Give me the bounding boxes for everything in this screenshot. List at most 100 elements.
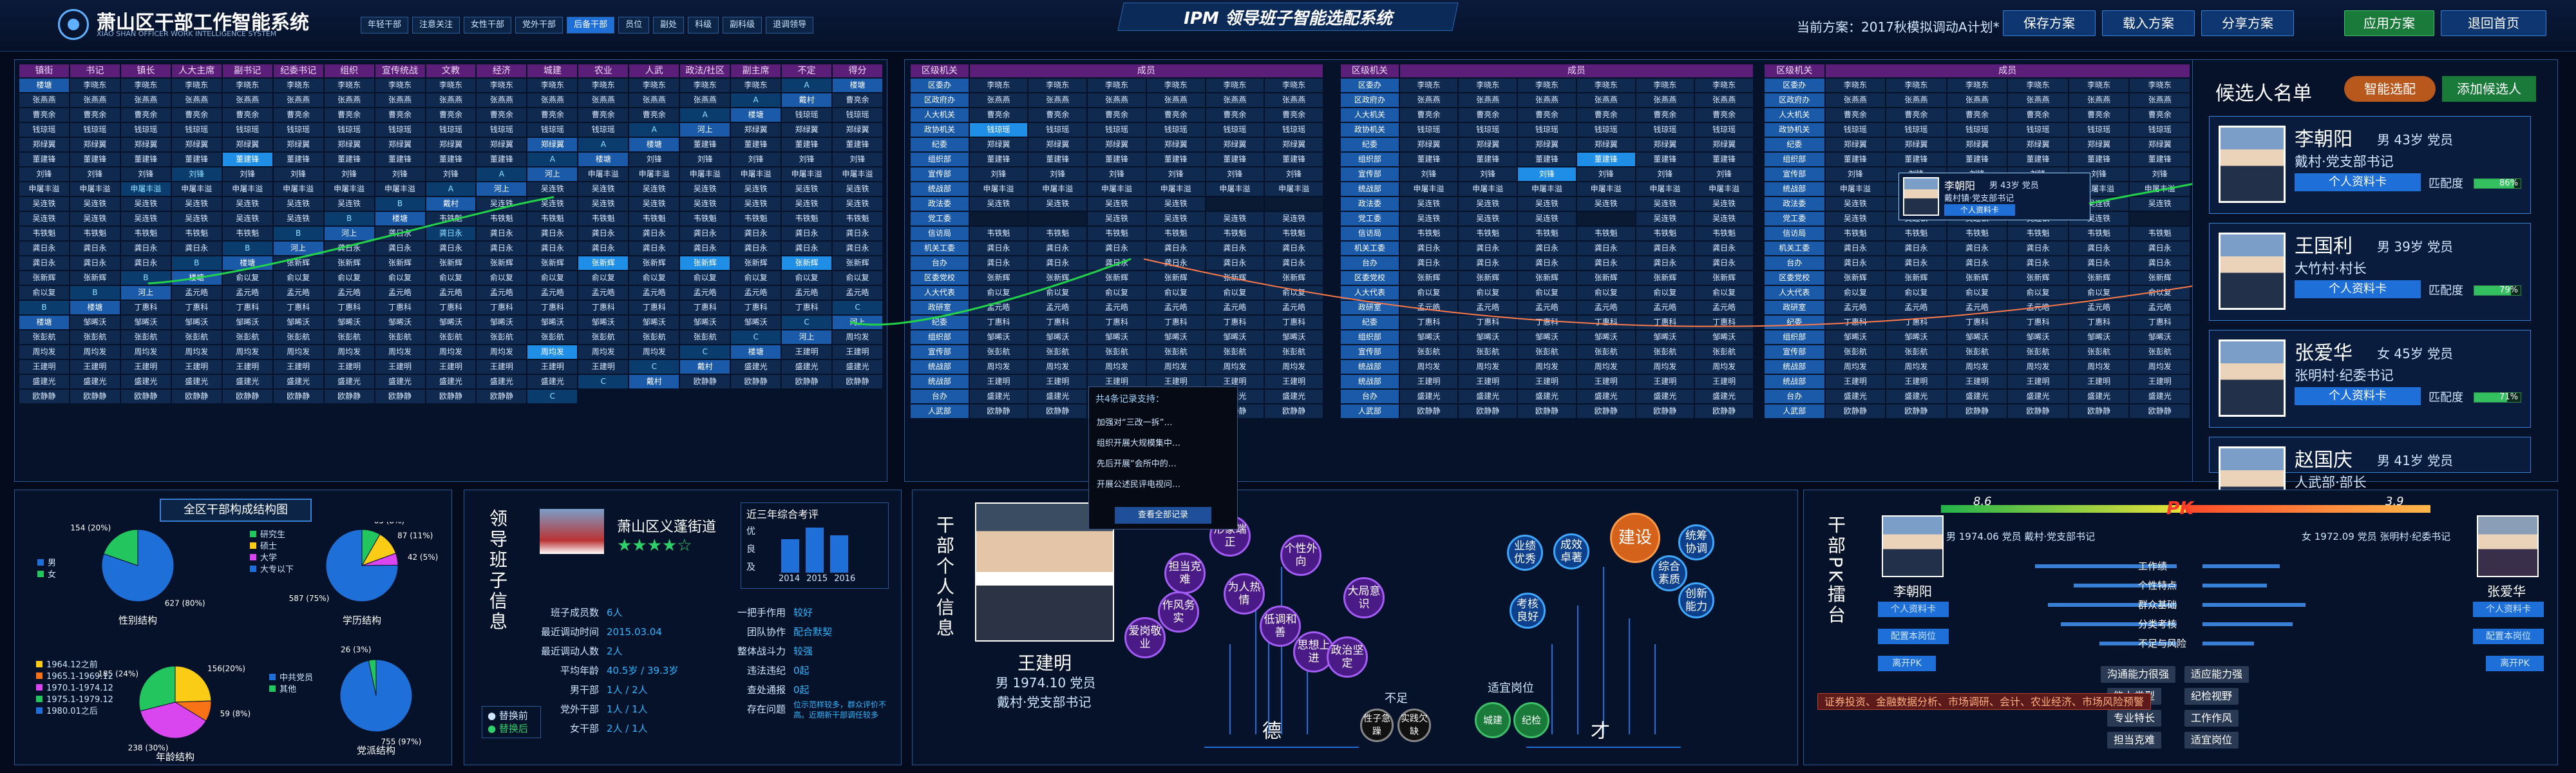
agency-member-cell[interactable]: 王建明 (2069, 375, 2129, 388)
grid-cell[interactable]: 俞以复 (833, 271, 882, 285)
agency-member-cell[interactable]: 龚日永 (2130, 256, 2190, 270)
grid-cell[interactable]: 孟元皓 (527, 286, 578, 300)
agency-member-cell[interactable]: 张燕燕 (1206, 93, 1264, 107)
grid-cell[interactable]: 盛建光 (120, 375, 171, 388)
agency-member-cell[interactable]: 李晓东 (1695, 79, 1753, 92)
grid-cell[interactable]: 曹亮余 (273, 108, 323, 122)
agency-unit[interactable]: 政协机关 (1765, 123, 1824, 137)
grid-cell[interactable]: 俞以复 (324, 271, 374, 285)
agency-unit[interactable]: 统战部 (1341, 375, 1399, 388)
agency-unit[interactable]: 组织部 (1765, 330, 1824, 344)
grid-cell[interactable]: 申屠丰溢 (120, 182, 171, 196)
agency-member-cell[interactable]: 申屠丰溢 (1459, 182, 1517, 196)
agency-unit[interactable]: 宣传部 (1765, 167, 1824, 181)
candidate-card[interactable]: 赵国庆 男 41岁 党员 人武部·部长 (2209, 437, 2531, 524)
agency-member-cell[interactable]: 龚日永 (1695, 242, 1753, 255)
grid-cell[interactable]: 张新辉 (19, 271, 69, 285)
agency-member-cell[interactable]: 张燕燕 (1028, 93, 1087, 107)
agency-member-cell[interactable]: 张新辉 (1577, 271, 1635, 285)
agency-member-cell[interactable]: 李晓东 (1947, 79, 2007, 92)
agency-unit[interactable]: 宣传部 (1765, 345, 1824, 359)
grid-cell[interactable]: 曹亮余 (70, 108, 120, 122)
agency-member-cell[interactable]: 龚日永 (1577, 256, 1635, 270)
grid-cell[interactable]: 董建锋 (477, 153, 527, 166)
grid-cell[interactable]: 郑绿翼 (273, 138, 323, 151)
agency-member-cell[interactable]: 孟元皓 (1577, 301, 1635, 314)
grid-cell[interactable]: 孟元皓 (833, 286, 882, 300)
agency-member-cell[interactable]: 俞以复 (1636, 286, 1694, 300)
agency-member-cell[interactable]: 龚日永 (1028, 242, 1087, 255)
agency-member-cell[interactable]: 吴连铁 (969, 197, 1028, 211)
agency-member-cell[interactable]: 张彭航 (1577, 345, 1635, 359)
grid-cell[interactable]: 钱琼瑶 (578, 123, 629, 137)
grid-cell[interactable]: 张彭航 (375, 330, 425, 344)
agency-member-cell[interactable]: 李晓东 (1206, 79, 1264, 92)
agency-member-cell[interactable]: 钱琼瑶 (1886, 123, 1946, 137)
agency-member-cell[interactable]: 刘锋 (2130, 167, 2190, 181)
grid-row-town[interactable]: 河上 (782, 330, 832, 344)
grid-cell[interactable]: 刘锋 (324, 167, 374, 181)
agency-member-cell[interactable]: 邹晞沃 (1265, 330, 1323, 344)
agency-unit[interactable]: 政研室 (1765, 301, 1824, 314)
agency-member-cell[interactable]: 申屠丰溢 (1399, 182, 1458, 196)
grid-cell[interactable]: 丁惠科 (273, 301, 323, 314)
grid-cell[interactable]: 龚日永 (426, 227, 476, 240)
agency-member-cell[interactable]: 张彭航 (2069, 345, 2129, 359)
agency-member-cell[interactable]: 郑绿翼 (2130, 138, 2190, 151)
grid-cell[interactable]: 吴连铁 (731, 182, 781, 196)
agency-member-cell[interactable]: 钱琼瑶 (2008, 123, 2068, 137)
agency-member-cell[interactable]: 丁惠科 (1459, 316, 1517, 329)
nav-tab[interactable]: 退调领导 (766, 17, 814, 33)
grid-cell[interactable]: 丁惠科 (527, 301, 578, 314)
grid-cell[interactable]: 钱琼瑶 (782, 108, 832, 122)
agency-unit[interactable]: 纪委 (1341, 138, 1399, 151)
grid-cell[interactable]: 王建明 (782, 345, 832, 359)
agency-member-cell[interactable] (2130, 212, 2190, 225)
grid-cell[interactable]: 张新辉 (426, 256, 476, 270)
agency-member-cell[interactable]: 欧静静 (1577, 405, 1635, 418)
grid-cell[interactable]: 王建明 (171, 360, 222, 374)
agency-member-cell[interactable]: 吴连铁 (1825, 212, 1886, 225)
agency-member-cell[interactable]: 周均发 (1886, 360, 1946, 374)
grid-cell[interactable]: 周均发 (273, 345, 323, 359)
agency-member-cell[interactable]: 张新辉 (1088, 271, 1146, 285)
grid-row-town[interactable]: 戴村 (629, 375, 679, 388)
grid-cell[interactable]: 丁惠科 (629, 301, 679, 314)
agency-unit[interactable]: 区委党校 (911, 271, 969, 285)
agency-member-cell[interactable]: 吴连铁 (1265, 212, 1323, 225)
agency-member-cell[interactable]: 欧静静 (1518, 405, 1576, 418)
agency-unit[interactable]: 台办 (911, 390, 969, 403)
grid-cell[interactable]: 孟元皓 (477, 286, 527, 300)
grid-cell[interactable]: 吴连铁 (629, 182, 679, 196)
grid-cell[interactable]: 吴连铁 (833, 197, 882, 211)
agency-member-cell[interactable]: 王建明 (1886, 375, 1946, 388)
agency-unit[interactable]: 纪委 (911, 138, 969, 151)
grid-cell[interactable]: 钱琼瑶 (120, 123, 171, 137)
agency-member-cell[interactable]: 钱琼瑶 (1265, 123, 1323, 137)
nav-tab[interactable]: 年轻干部 (361, 17, 409, 33)
share-plan-button[interactable]: 分享方案 (2201, 10, 2294, 36)
grid-cell[interactable]: 周均发 (120, 345, 171, 359)
grid-cell[interactable]: 李晓东 (324, 79, 374, 92)
candidate-card[interactable]: 张爱华 女 45岁 党员 张明村·纪委书记 个人资料卡 匹配度 71% (2209, 330, 2531, 428)
agency-member-cell[interactable]: 邹晞沃 (1886, 330, 1946, 344)
agency-member-cell[interactable]: 申屠丰溢 (1518, 182, 1576, 196)
agency-member-cell[interactable]: 丁惠科 (1265, 316, 1323, 329)
grid-cell[interactable]: 郑绿翼 (222, 138, 272, 151)
agency-member-cell[interactable]: 韦铁魁 (1886, 227, 1946, 240)
agency-member-cell[interactable]: 曹亮余 (1028, 108, 1087, 122)
agency-unit[interactable]: 人大机关 (911, 108, 969, 122)
agency-member-cell[interactable]: 邹晞沃 (1206, 330, 1264, 344)
grid-cell[interactable]: 孟元皓 (680, 286, 730, 300)
agency-member-cell[interactable]: 曹亮余 (1636, 108, 1694, 122)
agency-member-cell[interactable]: 曹亮余 (1695, 108, 1753, 122)
grid-cell[interactable]: 吴连铁 (782, 182, 832, 196)
grid-cell[interactable]: 李晓东 (477, 79, 527, 92)
agency-member-cell[interactable]: 龚日永 (2008, 242, 2068, 255)
grid-cell[interactable]: 吴连铁 (629, 197, 679, 211)
grid-cell[interactable]: 申屠丰溢 (782, 167, 832, 181)
agency-member-cell[interactable]: 曹亮余 (1577, 108, 1635, 122)
agency-member-cell[interactable]: 曹亮余 (1399, 108, 1458, 122)
grid-cell[interactable]: 李晓东 (680, 79, 730, 92)
agency-member-cell[interactable]: 张新辉 (1518, 271, 1576, 285)
